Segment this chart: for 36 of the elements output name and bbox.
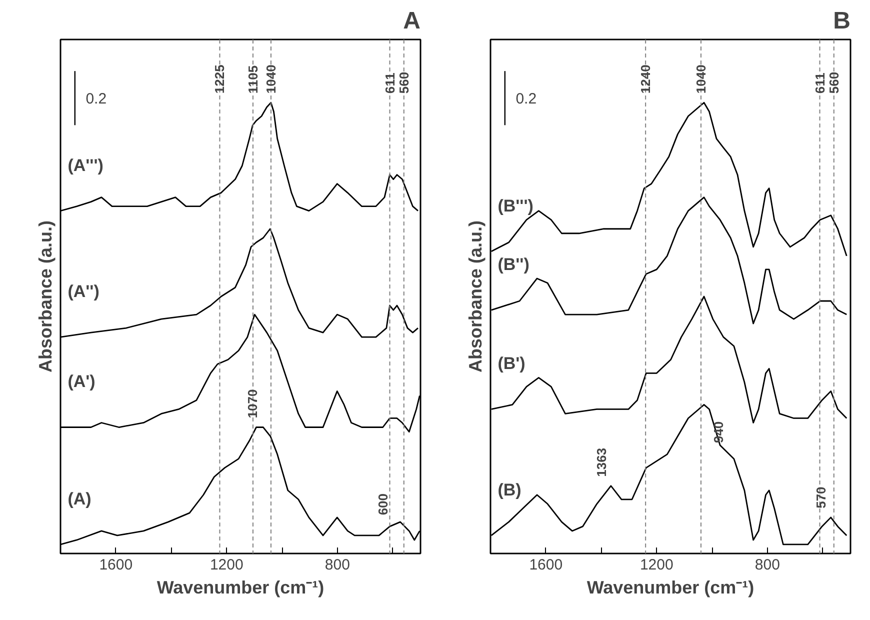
series-label: (A''') — [68, 156, 104, 175]
annotation: 0.2 — [516, 90, 537, 108]
ref-line-label: 560 — [826, 72, 842, 94]
annotation: 1363 — [594, 448, 610, 477]
ref-line-label: 611 — [382, 72, 398, 94]
series-label: (B'') — [498, 254, 530, 274]
ref-line-label: 1105 — [245, 65, 260, 94]
x-tick-label: 1200 — [640, 556, 674, 574]
series-label: (B''') — [498, 196, 534, 216]
chart-title: B — [833, 8, 851, 34]
ref-line-label: 1040 — [693, 64, 708, 94]
y-axis-title: Absorbance (a.u.) — [466, 220, 486, 373]
y-axis-title: Absorbance (a.u.) — [36, 220, 56, 373]
annotation: 0.2 — [86, 90, 107, 108]
ref-line-label: 560 — [396, 72, 412, 94]
x-axis-title: Wavenumber (cm⁻¹) — [156, 578, 324, 598]
x-tick-label: 1600 — [529, 556, 563, 574]
ref-line-label: 1225 — [212, 64, 228, 94]
annotation: 940 — [711, 421, 726, 444]
series-label: (A) — [68, 489, 92, 508]
annotation: 600 — [375, 493, 390, 516]
series-label: (B') — [498, 354, 526, 374]
series-label: (B) — [498, 480, 522, 500]
annotation: 1070 — [245, 389, 260, 418]
ref-line-label: 611 — [812, 72, 828, 94]
x-tick-label: 1200 — [210, 556, 244, 574]
ref-line-label: 1240 — [638, 64, 654, 94]
x-axis-title: Wavenumber (cm⁻¹) — [586, 578, 754, 598]
x-tick-label: 800 — [324, 556, 350, 574]
x-tick-label: 1600 — [99, 556, 133, 574]
annotation: 570 — [814, 486, 829, 508]
series-label: (A'') — [68, 282, 100, 302]
chart-title: A — [403, 8, 421, 34]
series-label: (A') — [68, 372, 96, 392]
ref-line-label: 1040 — [263, 64, 278, 94]
x-tick-label: 800 — [754, 556, 780, 574]
